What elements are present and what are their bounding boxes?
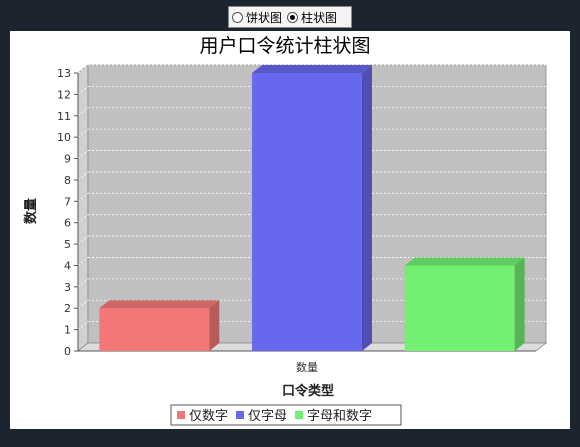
pie-chart-radio-label: 饼状图 xyxy=(246,10,283,25)
bar-top-2 xyxy=(252,65,372,73)
y-tick-label: 3 xyxy=(64,281,71,294)
legend-swatch-2 xyxy=(236,411,245,419)
y-tick-label: 12 xyxy=(57,88,71,101)
legend-swatch-1 xyxy=(177,411,185,419)
chart-title: 用户口令统计柱状图 xyxy=(199,35,370,57)
bar-top-1 xyxy=(99,300,220,309)
legend: 仅数字 仅字母 字母和数字 xyxy=(170,404,402,426)
bar-chart-radio-label: 柱状图 xyxy=(301,10,338,25)
bar-2 xyxy=(252,73,362,351)
y-tick-label: 4 xyxy=(64,259,71,272)
y-tick-label: 13 xyxy=(57,67,71,80)
bar-side-2 xyxy=(361,65,372,351)
pie-chart-radio[interactable] xyxy=(232,11,243,23)
bar-1 xyxy=(99,308,210,351)
y-tick-label: 7 xyxy=(64,195,71,208)
y-tick-label: 5 xyxy=(64,238,71,251)
chart-type-selector: 饼状图 柱状图 xyxy=(228,6,352,28)
legend-label-3: 字母和数字 xyxy=(307,409,372,424)
chart-panel: 用户口令统计柱状图 数量 口令类型 0 1 2 3 4 5 6 7 8 9 10 11 12 13 数量 仅… xyxy=(10,31,570,429)
y-axis-label: 数量 xyxy=(23,198,39,224)
y-tick-label: 0 xyxy=(64,345,71,358)
y-tick-label: 1 xyxy=(64,324,71,337)
bar-chart-radio[interactable] xyxy=(287,11,299,23)
bar-side-1 xyxy=(209,300,220,351)
y-tick-label: 11 xyxy=(57,110,71,123)
bar-chart-radio-option[interactable]: 柱状图 xyxy=(287,9,337,26)
legend-label-1: 仅数字 xyxy=(189,409,228,424)
pie-chart-radio-option[interactable]: 饼状图 xyxy=(232,9,282,26)
x-category-label: 数量 xyxy=(296,361,318,374)
legend-label-2: 仅字母 xyxy=(248,409,287,424)
legend-box xyxy=(170,404,402,426)
y-tick-label: 10 xyxy=(57,131,71,144)
bar-top-3 xyxy=(404,257,525,266)
legend-swatch-3 xyxy=(295,411,304,419)
y-tick-label: 6 xyxy=(64,217,71,230)
x-axis-label: 口令类型 xyxy=(282,383,334,399)
y-tick-label: 2 xyxy=(64,302,71,315)
bar-3 xyxy=(404,265,515,351)
left-wall xyxy=(77,64,89,352)
y-tick-label: 9 xyxy=(64,153,71,166)
y-tick-label: 8 xyxy=(64,174,71,187)
bar-side-3 xyxy=(514,257,525,351)
